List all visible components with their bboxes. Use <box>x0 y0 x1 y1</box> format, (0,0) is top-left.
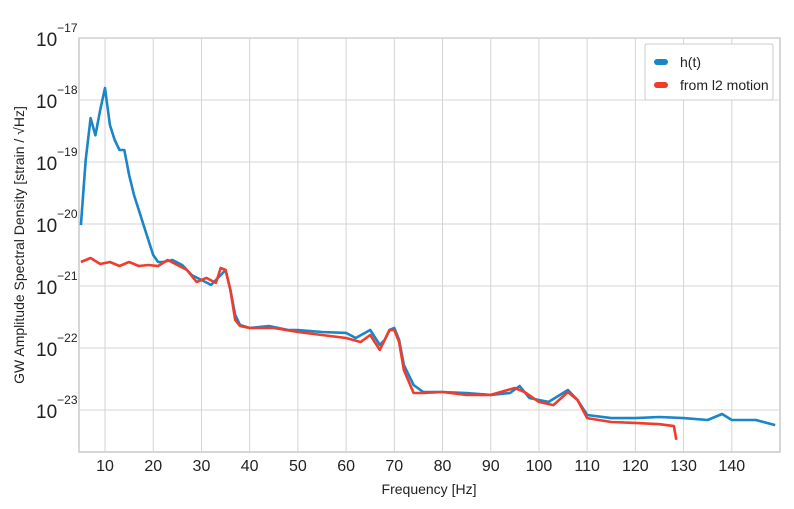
y-tick-label: 10−19 <box>36 145 78 175</box>
x-tick-label: 50 <box>289 458 307 475</box>
y-tick-base: 10 <box>36 278 57 299</box>
x-tick-label: 140 <box>718 458 745 475</box>
x-tick-label: 20 <box>144 458 162 475</box>
y-tick-base: 10 <box>36 30 57 51</box>
x-tick-label: 10 <box>96 458 114 475</box>
y-tick-exponent: −19 <box>57 145 78 159</box>
y-tick-base: 10 <box>36 402 57 423</box>
series <box>79 86 776 441</box>
x-tick-label: 130 <box>670 458 697 475</box>
legend-label: h(t) <box>680 54 701 70</box>
y-tick-exponent: −23 <box>57 393 78 407</box>
x-tick-label: 90 <box>482 458 500 475</box>
x-tick-label: 80 <box>434 458 452 475</box>
x-tick-label: 110 <box>574 458 600 475</box>
legend-swatch <box>654 59 668 65</box>
y-tick-exponent: −22 <box>57 331 78 345</box>
y-tick-label: 10−21 <box>36 269 78 299</box>
y-tick-label: 10−17 <box>36 21 78 51</box>
y-tick-base: 10 <box>36 216 57 237</box>
y-tick-exponent: −17 <box>57 21 78 35</box>
legend-swatch <box>654 82 668 88</box>
y-tick-label: 10−18 <box>36 83 78 113</box>
y-tick-exponent: −21 <box>57 269 78 283</box>
x-tick-label: 60 <box>337 458 355 475</box>
x-tick-label: 100 <box>526 458 553 475</box>
y-axis-label: GW Amplitude Spectral Density [strain / … <box>11 106 27 384</box>
y-tick-label: 10−23 <box>36 393 78 423</box>
y-tick-label: 10−22 <box>36 331 78 361</box>
legend <box>644 43 774 101</box>
y-tick-exponent: −20 <box>57 207 78 221</box>
x-tick-label: 70 <box>385 458 403 475</box>
y-tick-base: 10 <box>36 154 57 175</box>
x-tick-label: 30 <box>193 458 211 475</box>
series-line <box>80 256 678 441</box>
y-tick-label: 10−20 <box>36 207 78 237</box>
x-tick-label: 40 <box>241 458 259 475</box>
y-tick-exponent: −18 <box>57 83 78 97</box>
y-tick-base: 10 <box>36 92 57 113</box>
x-tick-label: 120 <box>622 458 649 475</box>
grid <box>79 37 780 452</box>
legend-entries: h(t) from l2 motion <box>654 54 769 93</box>
x-axis-label: Frequency [Hz] <box>382 481 477 497</box>
plot-area <box>78 37 781 453</box>
legend-label: from l2 motion <box>680 77 769 93</box>
y-tick-base: 10 <box>36 340 57 361</box>
